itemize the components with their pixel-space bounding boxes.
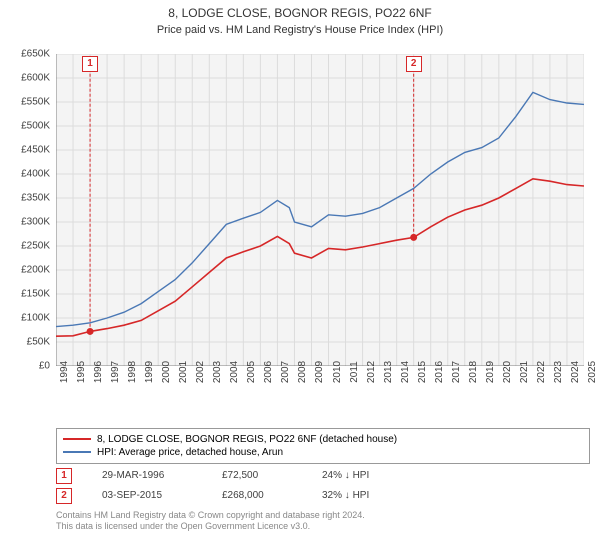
sale-marker: 1 bbox=[56, 468, 72, 484]
sales-list: 1 29-MAR-1996 £72,500 24% ↓ HPI 2 03-SEP-2015… bbox=[0, 468, 600, 504]
y-tick-label: £350K bbox=[21, 192, 50, 203]
legend-item: HPI: Average price, detached house, Arun bbox=[63, 446, 583, 459]
legend-swatch bbox=[63, 451, 91, 453]
legend-item: 8, LODGE CLOSE, BOGNOR REGIS, PO22 6NF (… bbox=[63, 433, 583, 446]
footer-line: This data is licensed under the Open Gov… bbox=[56, 521, 590, 533]
sale-diff: 32% ↓ HPI bbox=[322, 490, 369, 501]
chart-subtitle: Price paid vs. HM Land Registry's House … bbox=[0, 22, 600, 36]
legend: 8, LODGE CLOSE, BOGNOR REGIS, PO22 6NF (… bbox=[56, 428, 590, 464]
y-tick-label: £600K bbox=[21, 72, 50, 83]
legend-label: 8, LODGE CLOSE, BOGNOR REGIS, PO22 6NF (… bbox=[97, 434, 397, 445]
x-axis: 1994199519961997199819992000200120022003… bbox=[56, 368, 584, 424]
sale-row: 2 03-SEP-2015 £268,000 32% ↓ HPI bbox=[56, 488, 590, 504]
sale-row: 1 29-MAR-1996 £72,500 24% ↓ HPI bbox=[56, 468, 590, 484]
y-tick-label: £450K bbox=[21, 144, 50, 155]
sale-diff: 24% ↓ HPI bbox=[322, 470, 369, 481]
y-tick-label: £500K bbox=[21, 120, 50, 131]
y-tick-label: £200K bbox=[21, 264, 50, 275]
legend-swatch bbox=[63, 438, 91, 440]
chart-marker: 1 bbox=[82, 56, 98, 72]
plot-area: 12 bbox=[56, 54, 584, 366]
y-axis: £0£50K£100K£150K£200K£250K£300K£350K£400… bbox=[10, 54, 54, 366]
sale-price: £268,000 bbox=[222, 490, 292, 501]
sale-date: 03-SEP-2015 bbox=[102, 490, 192, 501]
sale-date: 29-MAR-1996 bbox=[102, 470, 192, 481]
sale-price: £72,500 bbox=[222, 470, 292, 481]
y-tick-label: £650K bbox=[21, 48, 50, 59]
y-tick-label: £300K bbox=[21, 216, 50, 227]
legend-label: HPI: Average price, detached house, Arun bbox=[97, 447, 283, 458]
y-tick-label: £550K bbox=[21, 96, 50, 107]
y-tick-label: £400K bbox=[21, 168, 50, 179]
chart-marker: 2 bbox=[406, 56, 422, 72]
x-tick-label: 2025 bbox=[587, 360, 600, 382]
y-tick-label: £100K bbox=[21, 312, 50, 323]
y-tick-label: £150K bbox=[21, 288, 50, 299]
chart-area: £0 £50K £100K £150K £200K £250K £300K £350K £400… bbox=[10, 44, 590, 424]
y-tick-label: £0 bbox=[39, 360, 50, 371]
y-tick-label: £250K bbox=[21, 240, 50, 251]
y-tick-label: £50K bbox=[27, 336, 50, 347]
chart-title: 8, LODGE CLOSE, BOGNOR REGIS, PO22 6NF bbox=[0, 0, 600, 22]
sale-marker: 2 bbox=[56, 488, 72, 504]
footer-attribution: Contains HM Land Registry data © Crown c… bbox=[56, 510, 590, 533]
footer-line: Contains HM Land Registry data © Crown c… bbox=[56, 510, 590, 522]
